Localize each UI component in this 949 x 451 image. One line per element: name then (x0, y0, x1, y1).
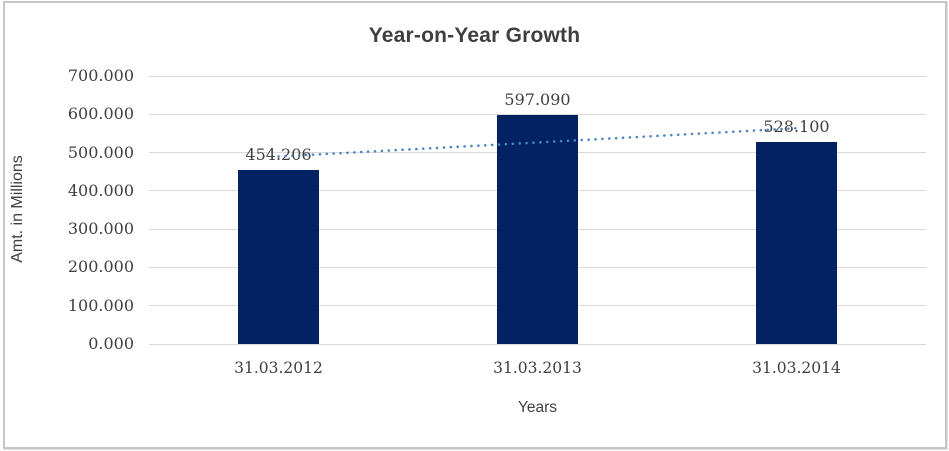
y-tick-label: 200.000 (67, 257, 134, 277)
gridline (149, 113, 926, 115)
bar (238, 170, 319, 344)
bar (756, 141, 837, 344)
bar-data-label: 597.090 (504, 90, 571, 110)
x-axis-line (149, 343, 926, 345)
x-tick-label: 31.03.2014 (752, 359, 841, 377)
y-tick-label: 0.000 (88, 334, 134, 353)
x-axis-title: Years (517, 399, 558, 416)
y-tick-label: 500.000 (67, 142, 134, 162)
gridline (149, 75, 926, 77)
bar-data-label: 528.100 (763, 116, 830, 136)
chart-title: Year-on-Year Growth (368, 24, 581, 47)
y-tick-label: 400.000 (67, 180, 134, 200)
x-tick-label: 31.03.2012 (234, 359, 323, 377)
x-tick-label: 31.03.2013 (493, 359, 582, 377)
bar-data-label: 454.206 (245, 145, 312, 165)
bar (497, 115, 578, 344)
y-tick-label: 100.000 (67, 295, 134, 315)
chart-frame: Year-on-Year Growth Amt. in Millions 0.0… (3, 1, 947, 449)
y-tick-label: 300.000 (67, 219, 134, 239)
y-tick-label: 600.000 (67, 104, 134, 124)
y-tick-label: 700.000 (67, 66, 134, 85)
